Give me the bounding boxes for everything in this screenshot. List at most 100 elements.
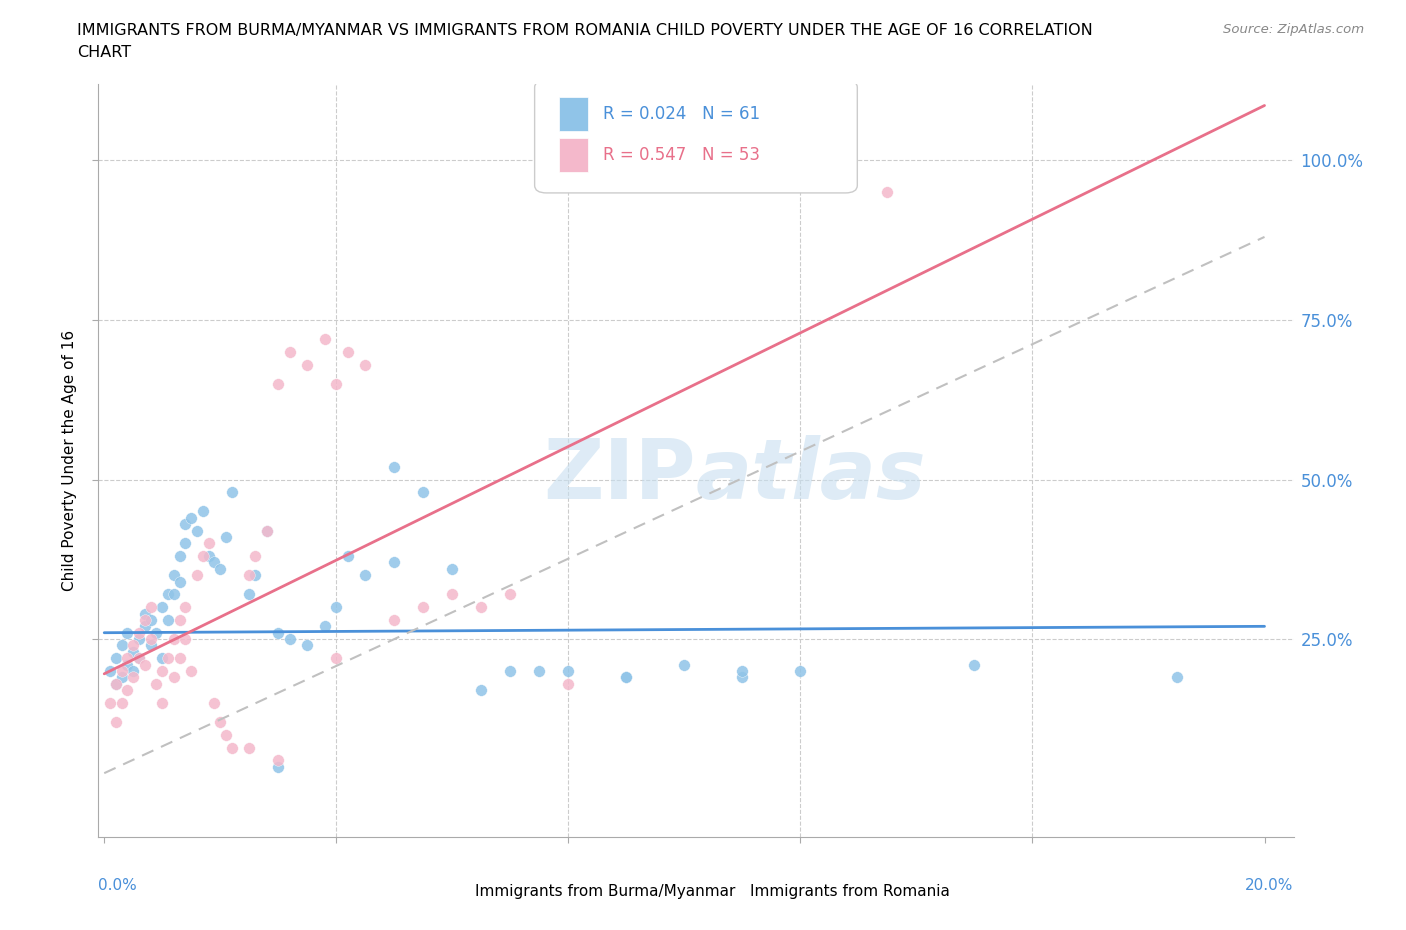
Point (297, 638, 319, 653)
Point (204, 555, 226, 570)
Point (128, 651, 150, 666)
Point (297, 357, 319, 372)
Point (197, 549, 219, 564)
Point (117, 625, 139, 640)
FancyBboxPatch shape (534, 80, 858, 193)
Point (876, 185, 898, 200)
Point (186, 524, 208, 538)
Point (256, 524, 278, 538)
Point (169, 549, 191, 564)
Point (336, 344, 359, 359)
Point (174, 600, 197, 615)
Point (111, 638, 134, 653)
Point (673, 658, 696, 672)
Point (139, 600, 162, 615)
Point (157, 587, 180, 602)
Point (499, 587, 522, 602)
Point (412, 600, 434, 615)
Point (139, 631, 162, 646)
Point (557, 664, 579, 679)
Point (104, 651, 127, 666)
Text: 20.0%: 20.0% (1246, 879, 1294, 894)
Point (278, 631, 301, 646)
Point (731, 670, 754, 684)
Text: Immigrants from Burma/Myanmar: Immigrants from Burma/Myanmar (475, 884, 735, 899)
Point (221, 485, 243, 499)
Point (122, 638, 145, 653)
Point (529, 664, 551, 679)
Point (163, 587, 186, 602)
Point (122, 670, 145, 684)
Point (336, 549, 359, 564)
Point (325, 377, 347, 392)
Point (267, 625, 290, 640)
Point (204, 696, 226, 711)
Point (325, 600, 347, 615)
Point (382, 459, 405, 474)
Point (215, 727, 238, 742)
Point (325, 651, 347, 666)
Point (145, 676, 167, 691)
Point (104, 676, 127, 691)
Point (174, 631, 197, 646)
Point (157, 651, 180, 666)
Point (98, 664, 121, 679)
Point (180, 511, 202, 525)
Text: R = 0.024   N = 61: R = 0.024 N = 61 (603, 105, 759, 123)
Point (243, 549, 266, 564)
Text: 0.0%: 0.0% (98, 879, 138, 894)
Point (150, 696, 173, 711)
Text: Source: ZipAtlas.com: Source: ZipAtlas.com (1223, 23, 1364, 36)
Point (267, 753, 290, 768)
Point (470, 683, 492, 698)
Point (278, 344, 301, 359)
Point (169, 574, 191, 589)
Text: IMMIGRANTS FROM BURMA/MYANMAR VS IMMIGRANTS FROM ROMANIA CHILD POVERTY UNDER THE: IMMIGRANTS FROM BURMA/MYANMAR VS IMMIGRA… (77, 23, 1092, 38)
Point (470, 600, 492, 615)
Point (122, 664, 145, 679)
Point (150, 600, 173, 615)
Point (209, 562, 232, 577)
Point (238, 587, 260, 602)
Point (197, 536, 219, 551)
Point (169, 613, 191, 628)
Point (314, 332, 336, 347)
Point (134, 613, 156, 628)
Bar (558, 139, 589, 172)
Point (163, 670, 186, 684)
Point (499, 664, 522, 679)
Point (557, 676, 579, 691)
Point (354, 357, 377, 372)
Point (104, 714, 127, 729)
Text: Immigrants from Romania: Immigrants from Romania (749, 884, 949, 899)
Point (382, 555, 405, 570)
Point (117, 651, 139, 666)
Text: atlas: atlas (696, 435, 927, 516)
Point (128, 631, 150, 646)
Text: CHART: CHART (77, 45, 131, 60)
Point (789, 664, 811, 679)
Point (238, 740, 260, 755)
Point (174, 517, 197, 532)
Point (150, 651, 173, 666)
Point (163, 631, 186, 646)
Point (157, 613, 180, 628)
Point (128, 651, 150, 666)
Point (256, 524, 278, 538)
Point (963, 658, 986, 672)
Point (111, 696, 134, 711)
Point (267, 377, 290, 392)
Bar (433, 881, 467, 903)
Point (614, 670, 637, 684)
Point (117, 683, 139, 698)
Point (614, 670, 637, 684)
Point (382, 613, 405, 628)
Point (174, 536, 197, 551)
Point (117, 658, 139, 672)
Point (209, 714, 232, 729)
Point (314, 618, 336, 633)
Point (150, 664, 173, 679)
Point (104, 676, 127, 691)
Point (180, 664, 202, 679)
Point (412, 485, 434, 499)
